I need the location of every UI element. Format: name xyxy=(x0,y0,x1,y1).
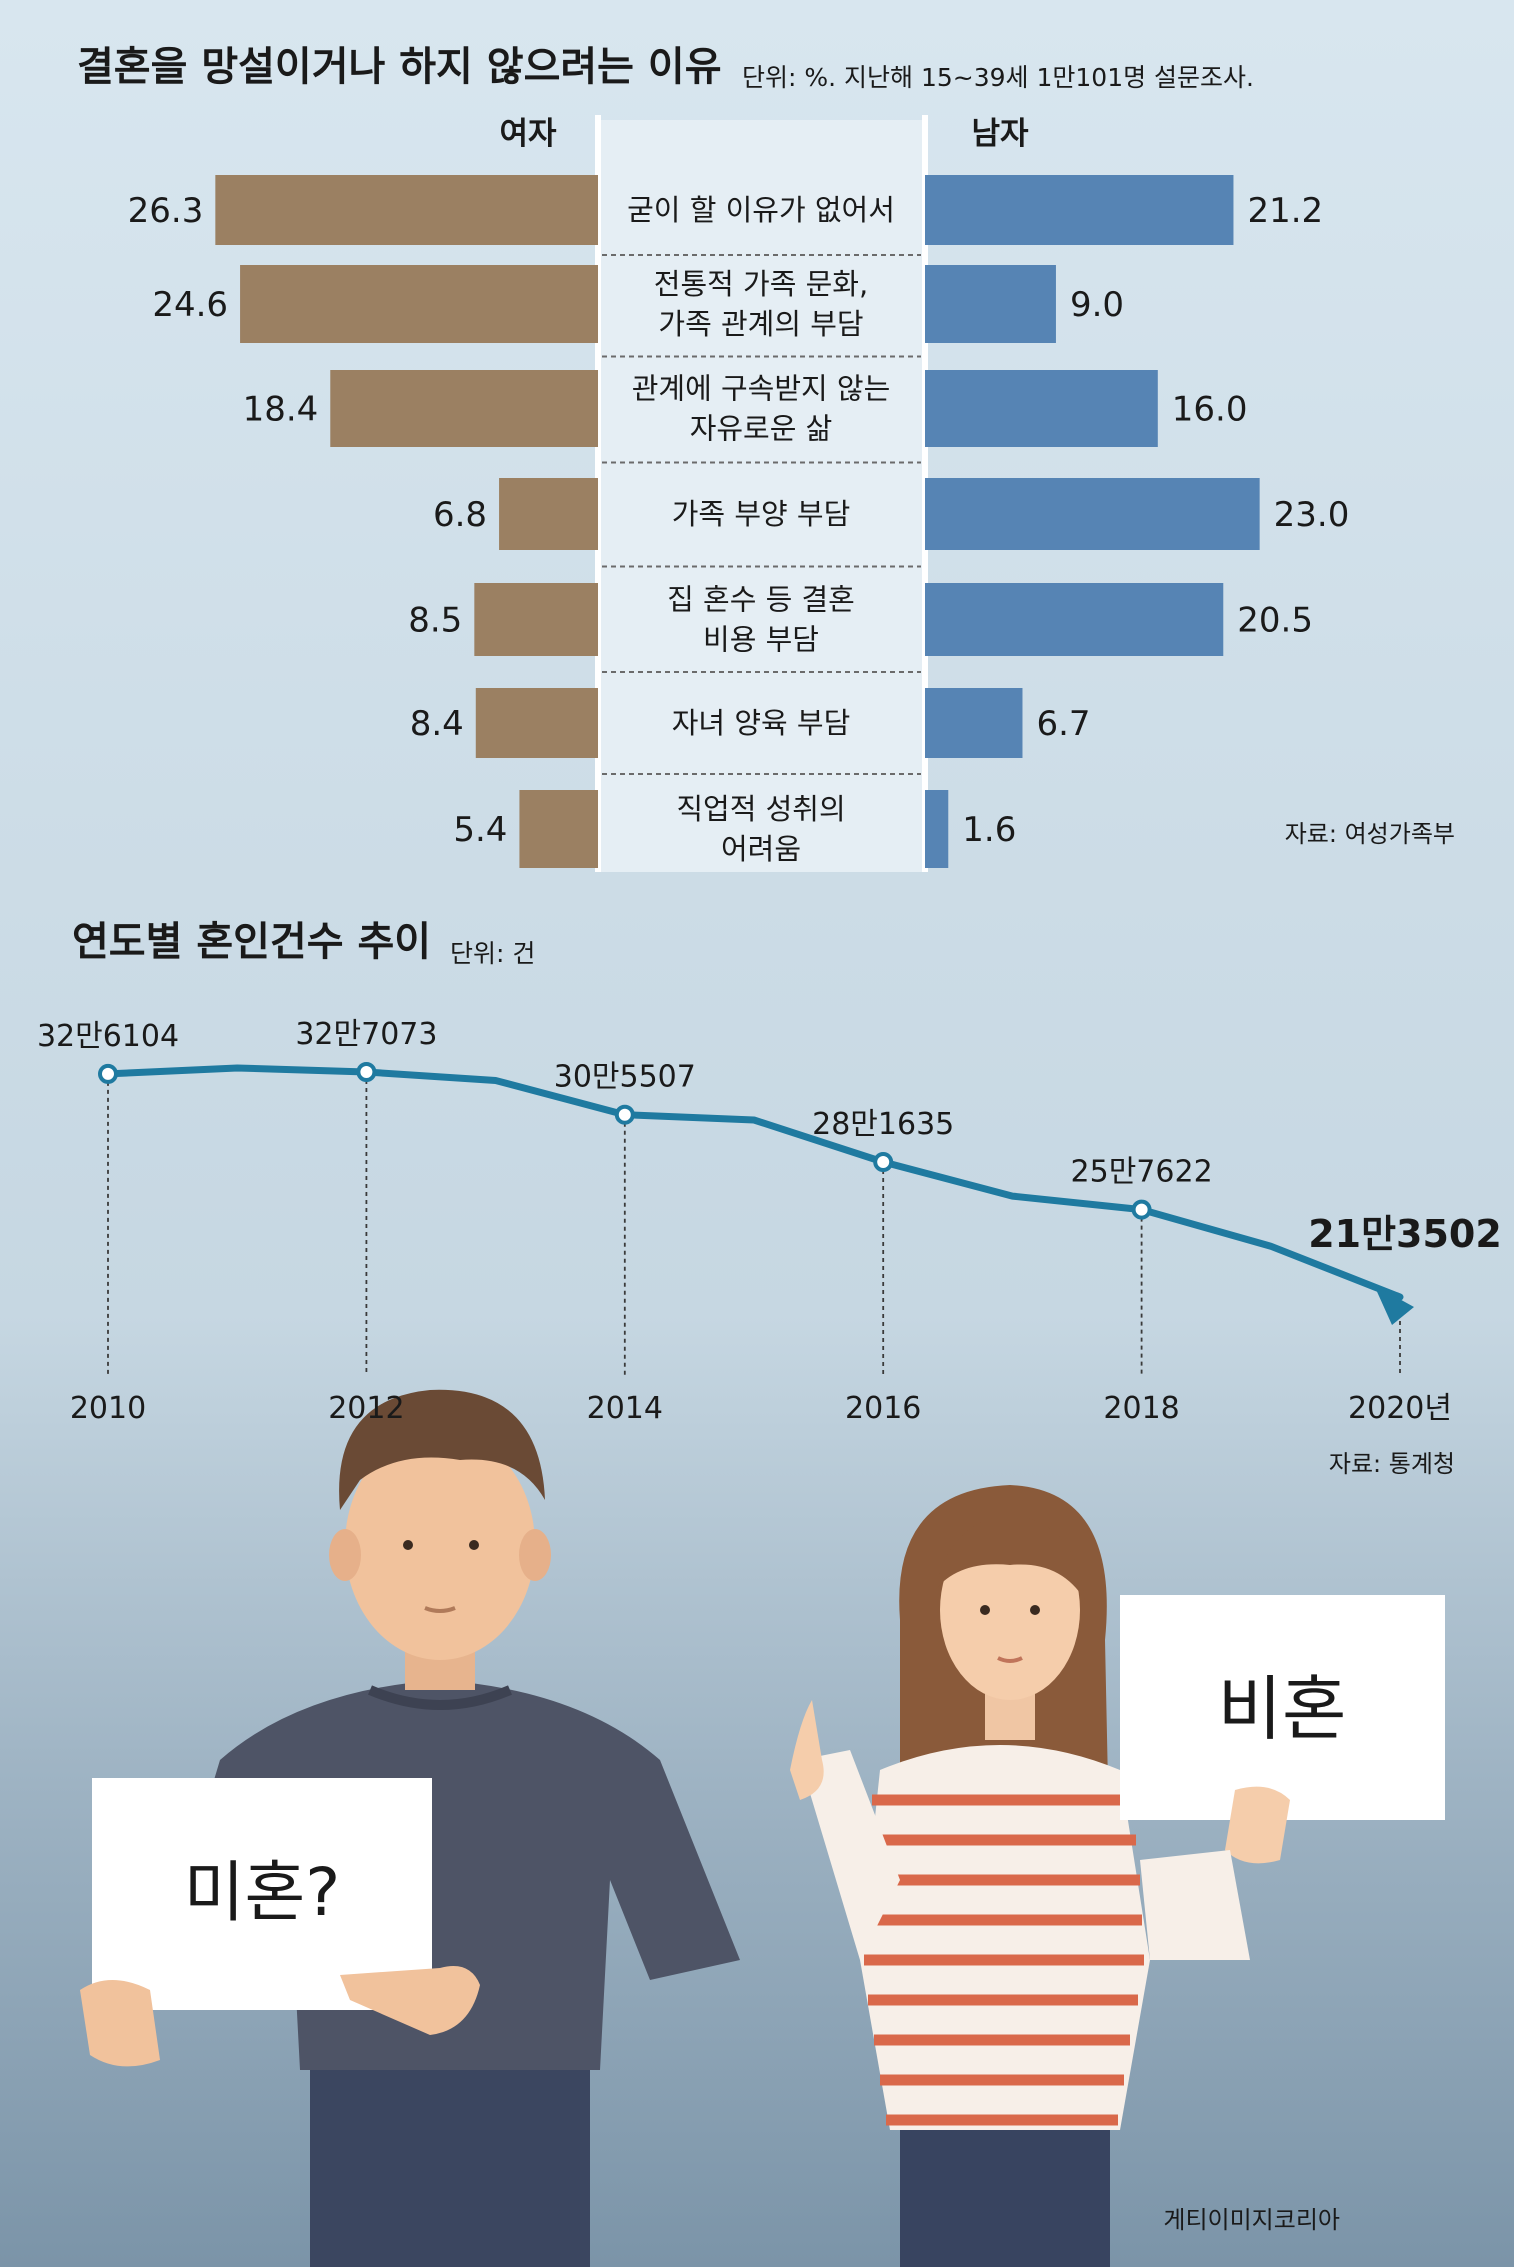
female-value-label: 18.4 xyxy=(243,390,319,430)
point-value-label: 32만6104 xyxy=(37,1019,179,1054)
man-sign xyxy=(92,1778,432,2010)
woman-jeans xyxy=(900,2120,1110,2267)
category-label: 전통적 가족 문화, xyxy=(654,267,868,301)
woman-sign xyxy=(1120,1595,1445,1820)
chart2-unit: 단위: 건 xyxy=(450,939,535,968)
man-hand-right xyxy=(340,1966,480,2035)
data-point-marker xyxy=(873,1152,894,1173)
x-tick-label: 2012 xyxy=(328,1391,404,1426)
bar-female xyxy=(215,175,598,245)
bar-female xyxy=(330,370,598,447)
category-label: 자유로운 삶 xyxy=(690,412,833,446)
sign-left-text: 미혼? xyxy=(184,1854,340,1931)
woman-arm-right xyxy=(1140,1850,1250,1960)
x-tick-label: 2010 xyxy=(70,1391,146,1426)
x-tick-label: 2016 xyxy=(845,1391,921,1426)
x-tick-label: 2018 xyxy=(1103,1391,1179,1426)
category-label: 굳이 할 이유가 없어서 xyxy=(627,193,895,227)
legend-male: 남자 xyxy=(971,116,1029,152)
data-point-marker xyxy=(98,1063,118,1084)
point-value-label: 21만3502 xyxy=(1308,1212,1502,1256)
chart2-title: 연도별 혼인건수 추이 xyxy=(72,919,431,965)
data-point-marker xyxy=(356,1062,377,1082)
female-value-label: 8.4 xyxy=(410,704,464,744)
bar-male xyxy=(925,790,949,868)
male-value-label: 1.6 xyxy=(962,810,1016,850)
female-value-label: 8.5 xyxy=(408,601,462,641)
female-value-label: 6.8 xyxy=(433,495,487,535)
category-label: 어려움 xyxy=(721,832,801,866)
man-face xyxy=(345,1430,535,1660)
chart2-source: 자료: 통계청 xyxy=(1329,1450,1455,1478)
woman-illustration xyxy=(790,1485,1445,2267)
man-mouth xyxy=(424,1606,456,1613)
image-credit: 게티이미지코리아 xyxy=(1163,2206,1340,2234)
point-value-label: 32만7073 xyxy=(295,1017,437,1052)
marriage-trend-line xyxy=(104,1064,1404,1301)
man-hair xyxy=(339,1389,545,1510)
female-value-label: 26.3 xyxy=(128,191,204,231)
bar-male xyxy=(925,583,1224,656)
bar-female xyxy=(519,790,598,868)
woman-bangs xyxy=(935,1515,1085,1600)
bar-male xyxy=(925,688,1023,758)
man-eye-right xyxy=(469,1540,479,1550)
woman-arm-left xyxy=(800,1750,900,1960)
bar-female xyxy=(240,265,598,343)
chart1-note: 단위: %. 지난해 15~39세 1만101명 설문조사. xyxy=(742,63,1254,92)
point-value-label: 28만1635 xyxy=(812,1107,954,1142)
woman-eye-right xyxy=(1030,1605,1040,1615)
category-label: 가족 부양 부담 xyxy=(672,497,851,531)
chart1-source: 자료: 여성가족부 xyxy=(1285,820,1455,848)
male-value-label: 21.2 xyxy=(1247,191,1323,231)
category-label: 가족 관계의 부담 xyxy=(658,307,863,341)
category-column xyxy=(598,120,925,872)
woman-stripes xyxy=(862,1794,1144,2126)
man-ear-left xyxy=(329,1529,361,1581)
sign-right-text: 비혼 xyxy=(1218,1668,1347,1750)
male-value-label: 6.7 xyxy=(1036,704,1090,744)
male-value-label: 9.0 xyxy=(1070,285,1124,325)
man-ear-right xyxy=(519,1529,551,1581)
legend-female: 여자 xyxy=(499,116,557,152)
woman-hand-left xyxy=(790,1700,824,1800)
data-point-marker xyxy=(614,1104,635,1125)
trend-arrow-head xyxy=(1374,1285,1414,1325)
man-illustration xyxy=(80,1389,740,2267)
woman-mouth xyxy=(997,1656,1023,1663)
x-tick-label: 2020년 xyxy=(1348,1391,1452,1426)
category-label: 집 혼수 등 결혼 xyxy=(667,583,855,617)
data-point-marker xyxy=(1131,1199,1152,1220)
bar-male xyxy=(925,265,1056,343)
woman-eye-left xyxy=(980,1605,990,1615)
category-label: 관계에 구속받지 않는 xyxy=(632,372,891,406)
bar-female xyxy=(474,583,598,656)
category-label: 직업적 성취의 xyxy=(676,792,845,826)
male-value-label: 20.5 xyxy=(1237,601,1313,641)
man-hand-left xyxy=(80,1980,160,2067)
chart1-title: 결혼을 망설이거나 하지 않으려는 이유 xyxy=(77,44,722,90)
man-eye-left xyxy=(403,1540,413,1550)
category-label: 자녀 양육 부담 xyxy=(672,706,851,740)
woman-hand-right xyxy=(1225,1786,1290,1864)
bar-female xyxy=(499,478,598,550)
man-collar xyxy=(368,1685,512,1710)
female-value-label: 24.6 xyxy=(152,285,228,325)
male-value-label: 16.0 xyxy=(1172,390,1248,430)
female-value-label: 5.4 xyxy=(453,810,507,850)
bar-male xyxy=(925,175,1234,245)
bar-male xyxy=(925,478,1260,550)
category-label: 비용 부담 xyxy=(703,623,819,657)
man-jeans xyxy=(310,2040,590,2267)
point-value-label: 25만7622 xyxy=(1071,1155,1213,1190)
male-value-label: 23.0 xyxy=(1274,495,1350,535)
point-value-label: 30만5507 xyxy=(554,1060,696,1095)
bar-male xyxy=(925,370,1158,447)
bar-female xyxy=(475,688,598,758)
x-tick-label: 2014 xyxy=(587,1391,663,1426)
